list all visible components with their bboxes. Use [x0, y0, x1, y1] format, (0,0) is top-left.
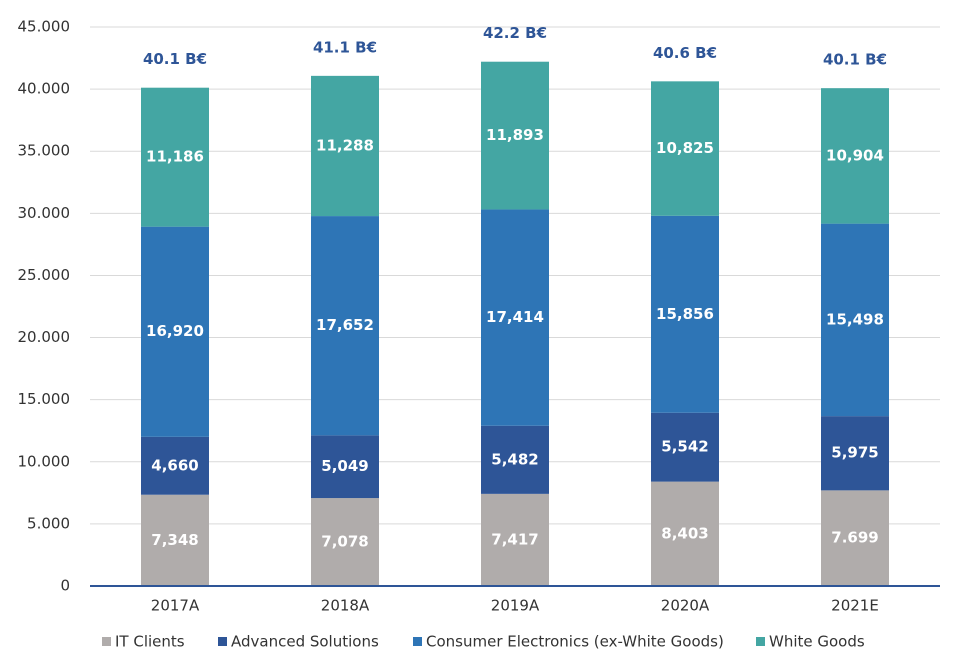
y-tick-label: 20.000	[18, 328, 71, 346]
bar-segment	[821, 223, 889, 417]
data-label: 5,542	[661, 438, 708, 456]
y-tick-label: 40.000	[18, 80, 71, 98]
data-label: 7.699	[831, 529, 878, 547]
bar-segment	[821, 416, 889, 491]
data-label: 11,186	[146, 148, 204, 166]
bar-segment	[481, 425, 549, 494]
legend-label: IT Clients	[115, 633, 185, 651]
bar-segment	[481, 209, 549, 426]
total-label: 40.1 B€	[823, 51, 887, 69]
data-label: 10,904	[826, 146, 884, 164]
data-label: 16,920	[146, 322, 204, 340]
data-label: 8,403	[661, 524, 708, 542]
legend-label: Consumer Electronics (ex-White Goods)	[426, 633, 724, 651]
bar-segment	[141, 436, 209, 495]
x-tick-label: 2020A	[661, 597, 710, 615]
bar-segment	[311, 216, 379, 436]
data-label: 5,049	[321, 457, 368, 475]
x-tick-label: 2021E	[831, 597, 879, 615]
y-tick-label: 30.000	[18, 204, 71, 222]
legend-swatch	[102, 637, 111, 646]
data-label: 5,975	[831, 444, 878, 462]
legend-swatch	[756, 637, 765, 646]
y-tick-label: 10.000	[18, 452, 71, 470]
bar-segment	[651, 215, 719, 413]
legend-label: Advanced Solutions	[231, 633, 379, 651]
y-tick-label: 0	[60, 577, 70, 595]
data-label: 7,348	[151, 531, 198, 549]
bar-segment	[141, 494, 209, 586]
bar-segment	[481, 493, 549, 586]
bar-segment	[821, 88, 889, 224]
data-label: 4,660	[151, 456, 198, 474]
x-tick-label: 2019A	[491, 597, 540, 615]
x-tick-label: 2017A	[151, 597, 200, 615]
data-label: 10,825	[656, 139, 714, 157]
y-tick-label: 45.000	[18, 18, 71, 36]
bar-segment	[651, 481, 719, 586]
bar-segment	[821, 490, 889, 586]
total-label: 41.1 B€	[313, 38, 377, 56]
y-tick-label: 25.000	[18, 266, 71, 284]
bar-segment	[311, 498, 379, 586]
legend-label: White Goods	[769, 633, 865, 651]
bar-segment	[311, 435, 379, 499]
data-label: 17,652	[316, 316, 374, 334]
bar-segment	[651, 412, 719, 482]
bar-segment	[651, 81, 719, 216]
bar-segment	[481, 61, 549, 210]
legend-swatch	[413, 637, 422, 646]
bar-segment	[141, 87, 209, 227]
bar-segment	[141, 226, 209, 437]
data-label: 11,893	[486, 126, 544, 144]
legend-swatch	[218, 637, 227, 646]
x-tick-label: 2018A	[321, 597, 370, 615]
total-label: 40.6 B€	[653, 44, 717, 62]
data-label: 7,078	[321, 533, 368, 551]
bar-segment	[311, 75, 379, 217]
data-label: 5,482	[491, 450, 538, 468]
total-label: 42.2 B€	[483, 24, 547, 42]
data-label: 15,856	[656, 305, 714, 323]
total-label: 40.1 B€	[143, 50, 207, 68]
y-tick-label: 5.000	[27, 514, 70, 532]
y-tick-label: 35.000	[18, 142, 71, 160]
data-label: 15,498	[826, 310, 884, 328]
data-label: 17,414	[486, 308, 544, 326]
data-label: 11,288	[316, 136, 374, 154]
y-tick-label: 15.000	[18, 390, 71, 408]
data-label: 7,417	[491, 530, 538, 548]
